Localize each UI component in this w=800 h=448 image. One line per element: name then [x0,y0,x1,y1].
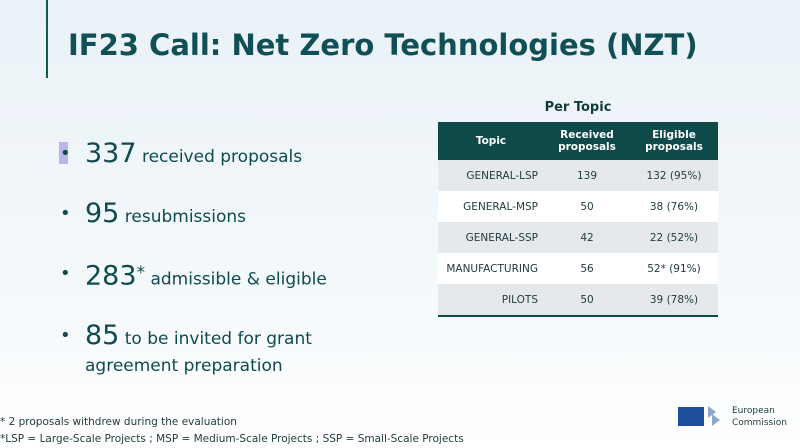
table-cell: 39 (78%) [630,284,718,317]
bullet-text: to be invited for grant agreement prepar… [85,329,312,376]
table-cell: 132 (95%) [630,160,718,191]
bullet-number: 95 [85,198,120,229]
table-cell: 56 [544,253,630,284]
bullet-text: received proposals [141,147,303,167]
table-cell: PILOTS [438,284,544,317]
accent-line [46,0,48,78]
table-cell: 139 [544,160,630,191]
table-cell: 22 (52%) [630,222,718,253]
bullet: • 85 to be invited for grant agreement pr… [60,320,312,376]
footnote: * 2 proposals withdrew during the evalua… [0,416,237,428]
table-cell: 50 [544,191,630,222]
bullet-footnote-mark: * [136,263,146,283]
column-header: Received proposals [544,122,630,160]
topic-table: Topic Received proposals Eligible propos… [438,122,718,317]
logo-text: Commission [732,418,787,428]
bullet-text: resubmissions [124,207,247,227]
table-row: GENERAL-SSP 42 22 (52%) [438,222,718,253]
logo-text: European [732,406,775,416]
table-cell: 38 (76%) [630,191,718,222]
table-row: MANUFACTURING 56 52* (91%) [438,253,718,284]
eu-flag [678,407,704,426]
selection-highlight [59,142,68,164]
table-cell: GENERAL-SSP [438,222,544,253]
title: IF23 Call: Net Zero Technologies (NZT) [68,28,698,62]
footnote: *LSP = Large-Scale Projects ; MSP = Medi… [0,433,464,445]
table-cell: 50 [544,284,630,317]
bullet: • 283* admissible & eligible [60,260,327,292]
logo-mark [708,406,720,426]
logo: European Commission [668,400,800,434]
column-header: Eligible proposals [630,122,718,160]
bullet-number: 283 [85,260,137,292]
table-cell: 42 [544,222,630,253]
column-header: Topic [438,122,544,160]
table-row: GENERAL-LSP 139 132 (95%) [438,160,718,191]
bullet: • 95 resubmissions [60,198,247,229]
table-cell: GENERAL-LSP [438,160,544,191]
table-row: GENERAL-MSP 50 38 (76%) [438,191,718,222]
table-caption: Per Topic [544,100,612,115]
bullet-number: 85 [85,320,120,351]
table-cell: 52* (91%) [630,253,718,284]
table-row: PILOTS 50 39 (78%) [438,284,718,317]
table-cell: MANUFACTURING [438,253,544,284]
table-cell: GENERAL-MSP [438,191,544,222]
bullet: • 337 received proposals [60,138,303,169]
bullet-number: 337 [85,138,137,169]
bullet-text: admissible & eligible [150,269,327,290]
